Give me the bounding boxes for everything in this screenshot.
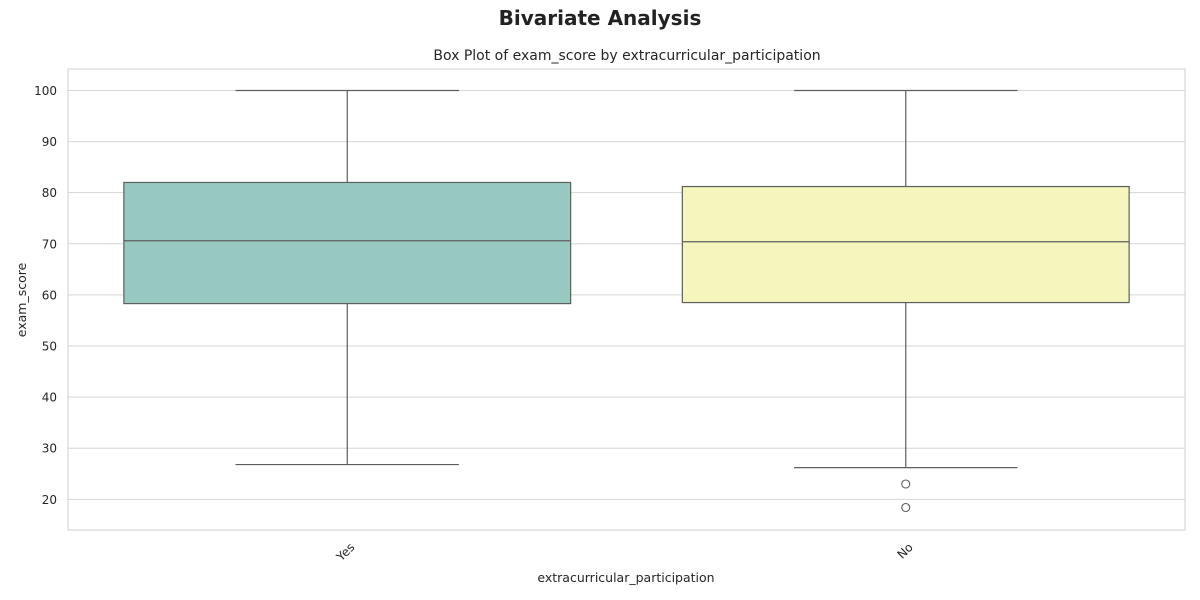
y-tick-label: 80 [42,186,57,200]
outlier-point [901,479,911,489]
y-tick-label: 50 [42,340,57,354]
y-tick-label: 60 [42,288,57,302]
chart-title: Box Plot of exam_score by extracurricula… [433,48,820,64]
y-axis-label: exam_score [14,262,29,337]
figure-suptitle: Bivariate Analysis [498,6,702,30]
y-tick-label: 30 [42,442,57,456]
y-tick-label: 40 [42,391,57,405]
x-tick-label: Yes [333,540,357,564]
iqr-box [681,185,1130,304]
x-tick-label: No [894,540,915,561]
plot-area-frame [67,68,1186,531]
x-axis-label: extracurricular_participation [537,570,714,585]
boxes [123,89,1130,513]
x-tick-labels: Yes No [333,540,916,564]
iqr-box [123,181,572,305]
outlier-point [901,502,911,513]
box-yes [123,89,572,466]
y-tick-label: 90 [42,135,57,149]
y-tick-label: 100 [34,84,57,98]
y-tick-label: 20 [42,493,57,507]
box-no [681,89,1130,513]
y-tick-label: 70 [42,237,57,251]
y-tick-labels: 20 30 40 50 60 70 80 90 100 [34,84,57,507]
